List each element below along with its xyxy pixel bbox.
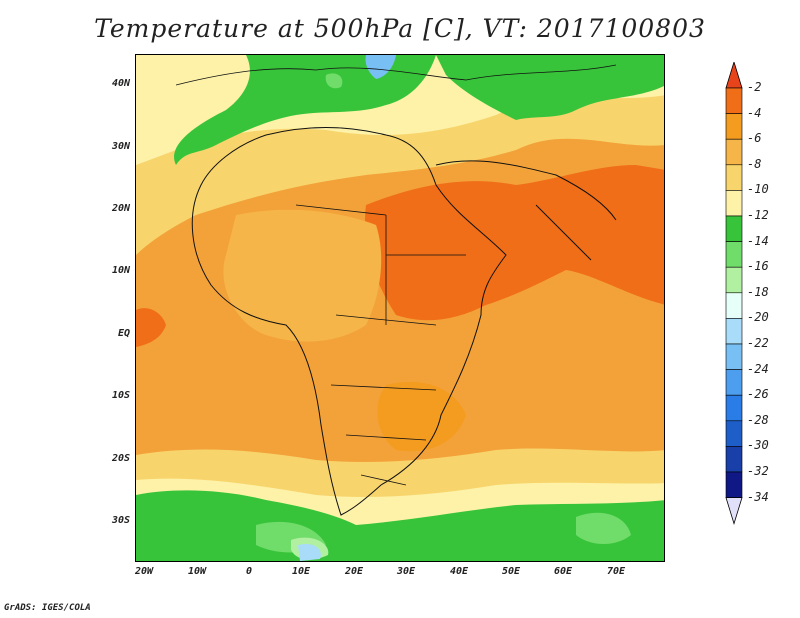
colorbar-level-label: -8 xyxy=(747,156,762,171)
footer-credit: GrADS: IGES/COLA xyxy=(4,603,91,613)
map-area xyxy=(135,54,665,562)
colorbar xyxy=(725,62,743,525)
lon-label-10e: 10E xyxy=(291,566,311,577)
colorbar-level-label: -10 xyxy=(747,182,769,197)
temperature-field xyxy=(136,55,664,561)
colorbar-segment xyxy=(725,343,743,370)
colorbar-segment xyxy=(725,164,743,191)
colorbar-level-label: -20 xyxy=(747,310,769,325)
colorbar-level-label: -4 xyxy=(747,105,762,120)
colorbar-level-label: -32 xyxy=(747,464,769,478)
colorbar-level-label: -30 xyxy=(747,438,769,453)
colorbar-segment xyxy=(725,318,743,345)
lat-label-40n: 40N xyxy=(111,78,130,89)
colorbar-top-arrow xyxy=(725,62,743,89)
colorbar-segment xyxy=(725,446,743,473)
colorbar-level-label: -34 xyxy=(747,489,769,504)
lon-label-20e: 20E xyxy=(344,566,364,577)
colorbar-segment xyxy=(725,420,743,447)
colorbar-level-label: -26 xyxy=(747,387,769,402)
colorbar-level-label: -12 xyxy=(747,208,769,222)
colorbar-bottom-arrow xyxy=(725,497,743,525)
colorbar-segment xyxy=(725,190,743,217)
lon-label-60e: 60E xyxy=(553,566,573,577)
colorbar-level-label: -6 xyxy=(747,131,762,146)
lat-label-10s: 10S xyxy=(111,390,130,401)
lon-label-70e: 70E xyxy=(606,566,626,577)
colorbar-level-label: -22 xyxy=(747,336,769,350)
lon-label-0: 0 xyxy=(245,566,253,577)
colorbar-segment xyxy=(725,266,743,294)
lat-label-eq: EQ xyxy=(117,328,130,339)
colorbar-level-label: -14 xyxy=(747,233,769,248)
colorbar-segment xyxy=(725,113,743,140)
colorbar-segment xyxy=(725,369,743,396)
lon-label-30e: 30E xyxy=(396,566,416,577)
colorbar-segment xyxy=(725,215,743,242)
colorbar-segment xyxy=(725,292,743,319)
lat-label-30s: 30S xyxy=(111,515,130,526)
colorbar-segment xyxy=(725,394,743,422)
colorbar-level-label: -16 xyxy=(747,259,769,274)
lon-label-10w: 10W xyxy=(187,566,207,577)
colorbar-level-label: -28 xyxy=(747,412,769,427)
colorbar-level-label: -2 xyxy=(747,80,762,94)
colorbar-segment xyxy=(725,471,743,498)
lon-label-20w: 20W xyxy=(134,566,154,577)
colorbar-level-label: -24 xyxy=(747,361,769,376)
colorbar-segment xyxy=(725,138,743,166)
lon-label-40e: 40E xyxy=(449,566,469,577)
colorbar-segment xyxy=(725,87,743,114)
lat-label-30n: 30N xyxy=(111,141,130,152)
lat-label-20n: 20N xyxy=(111,203,130,214)
colorbar-segment xyxy=(725,241,743,268)
lat-label-10n: 10N xyxy=(111,265,130,276)
map-title: Temperature at 500hPa [C], VT: 201710080… xyxy=(94,14,706,43)
lon-label-50e: 50E xyxy=(501,566,521,577)
lat-label-20s: 20S xyxy=(111,453,130,464)
colorbar-level-label: -18 xyxy=(747,284,769,299)
